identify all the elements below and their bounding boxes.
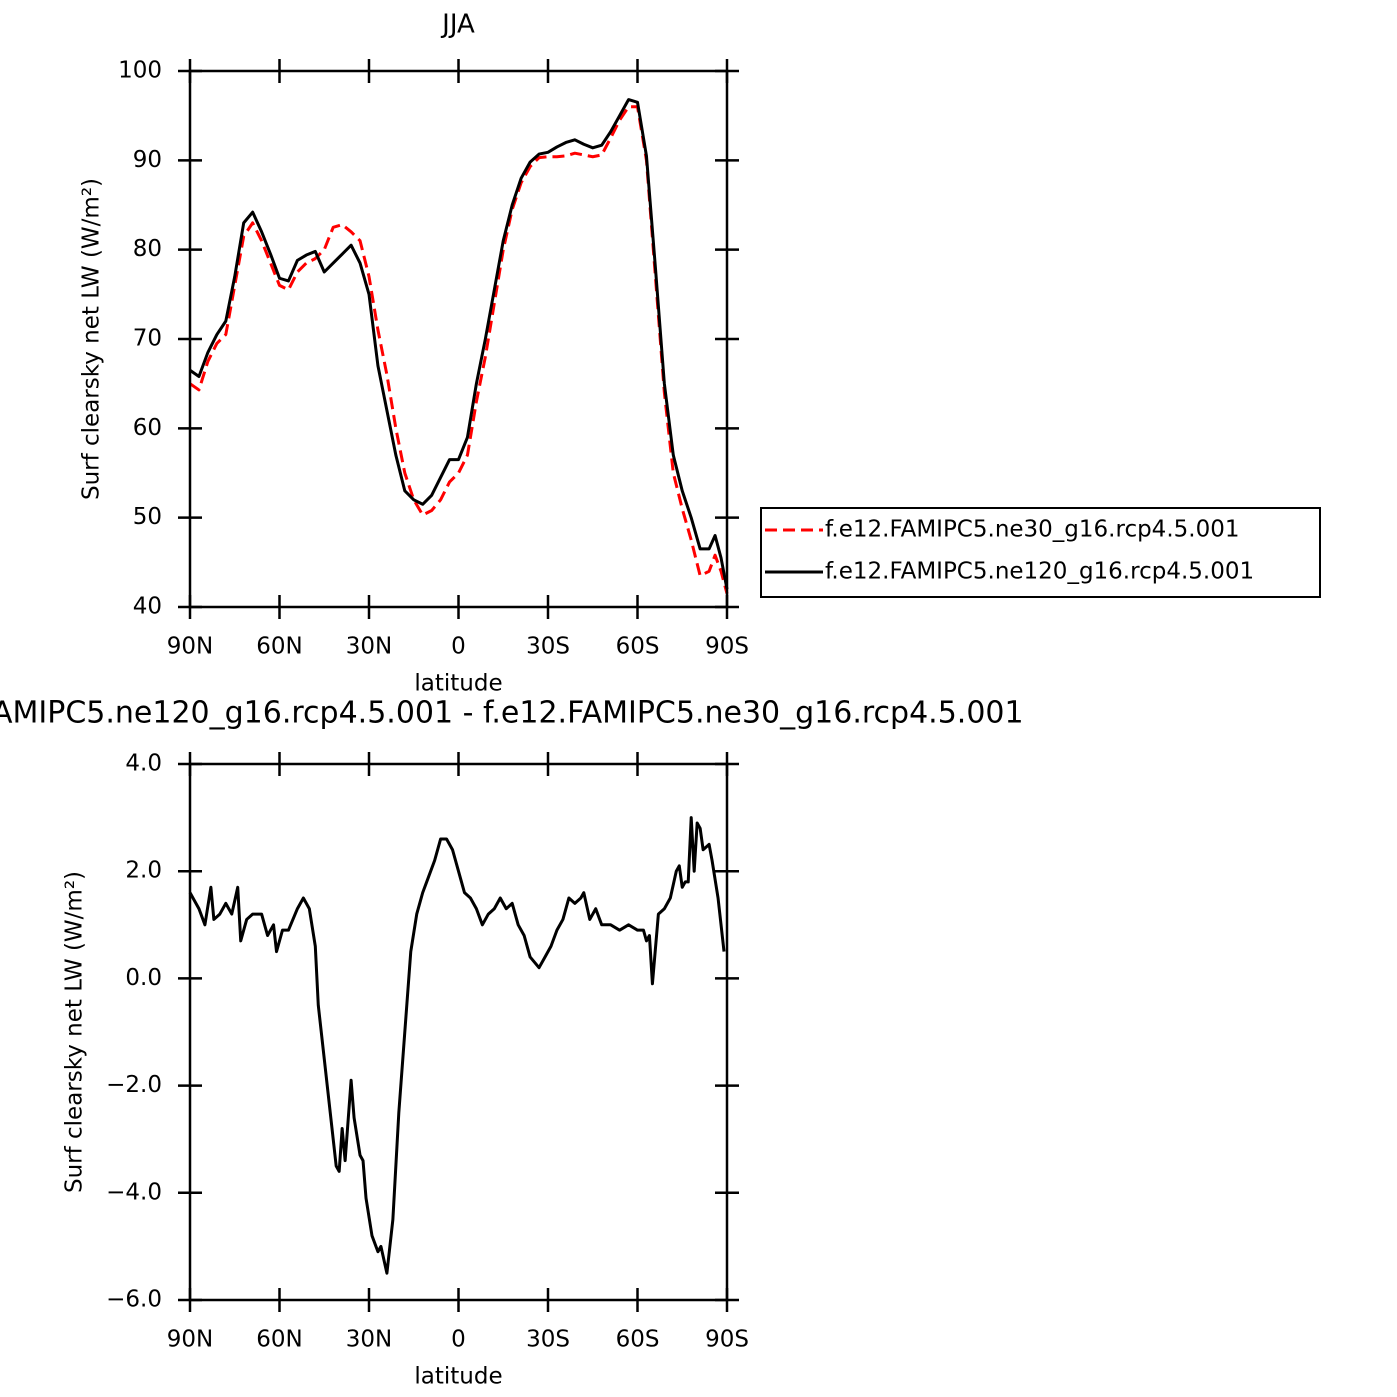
x-tick-label: 0	[451, 1327, 466, 1353]
x-tick-label: 90N	[167, 1327, 213, 1353]
x-tick-label: 30S	[526, 634, 570, 660]
y-tick-label: 80	[133, 236, 162, 262]
x-tick-label: 30S	[526, 1327, 570, 1353]
data-line	[189, 98, 729, 590]
legend-label: f.e12.FAMIPC5.ne120_g16.rcp4.5.001	[825, 559, 1254, 585]
y-tick-label: 2.0	[125, 858, 162, 884]
legend-label: f.e12.FAMIPC5.ne30_g16.rcp4.5.001	[825, 517, 1239, 543]
y-tick-label: 50	[133, 504, 162, 530]
x-tick-label: 90N	[167, 634, 213, 660]
y-tick-label: 90	[133, 147, 162, 173]
y-tick-label: 100	[118, 58, 162, 84]
x-tick-label: 90S	[705, 1327, 749, 1353]
plot-frame	[188, 762, 729, 1302]
legend-box	[760, 507, 1321, 598]
y-tick-label: −2.0	[106, 1072, 162, 1098]
y-tick-label: 0.0	[125, 965, 162, 991]
x-axis-label: latitude	[414, 671, 502, 697]
x-tick-label: 30N	[346, 634, 392, 660]
data-line	[189, 105, 729, 594]
chart-title: f.e12.FAMIPC5.ne120_g16.rcp4.5.001 - f.e…	[0, 696, 1024, 731]
x-tick-label: 0	[451, 634, 466, 660]
y-axis-label: Surf clearsky net LW (W/m²)	[79, 178, 105, 500]
y-tick-label: −4.0	[106, 1179, 162, 1205]
x-tick-label: 60S	[616, 1327, 660, 1353]
data-line	[188, 816, 726, 1275]
y-tick-label: 40	[133, 594, 162, 620]
x-tick-label: 60S	[616, 634, 660, 660]
x-tick-label: 60N	[256, 1327, 302, 1353]
y-tick-label: −6.0	[106, 1287, 162, 1313]
x-tick-label: 60N	[256, 634, 302, 660]
y-tick-label: 70	[133, 326, 162, 352]
x-axis-label: latitude	[414, 1364, 502, 1390]
y-axis-label: Surf clearsky net LW (W/m²)	[62, 871, 88, 1193]
y-tick-label: 60	[133, 415, 162, 441]
chart-title: JJA	[440, 10, 475, 40]
x-tick-label: 90S	[705, 634, 749, 660]
y-tick-label: 4.0	[125, 751, 162, 777]
x-tick-label: 30N	[346, 1327, 392, 1353]
